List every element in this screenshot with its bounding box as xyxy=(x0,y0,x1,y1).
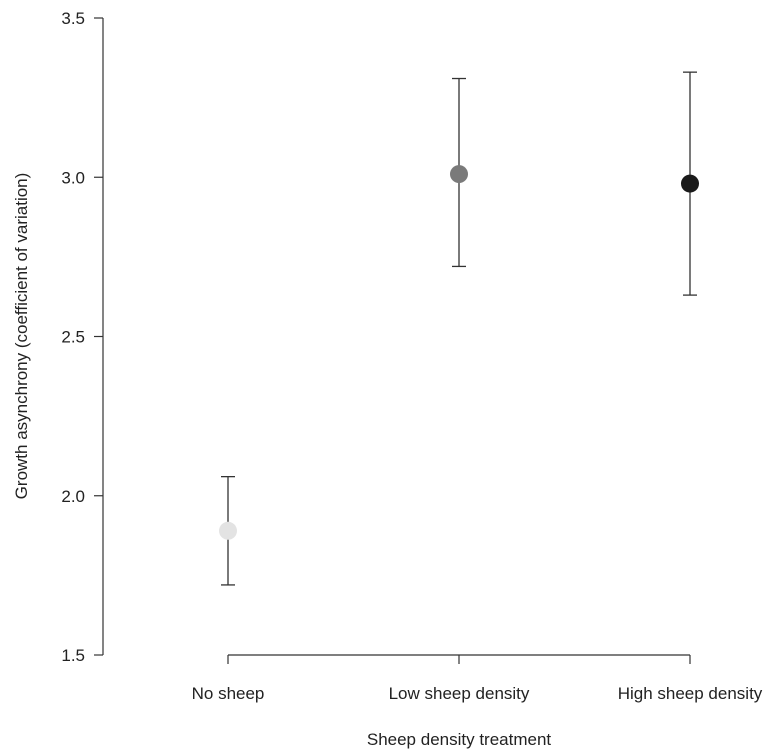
x-axis: No sheep Low sheep density High sheep dens… xyxy=(192,654,763,703)
y-tick-label: 2.0 xyxy=(61,487,85,506)
data-point xyxy=(681,174,699,193)
y-tick-label: 1.5 xyxy=(61,646,85,665)
y-tick-label: 3.5 xyxy=(61,9,85,28)
x-axis-title: Sheep density treatment xyxy=(367,730,552,749)
x-tick-label: No sheep xyxy=(192,684,265,703)
y-tick-label: 3.0 xyxy=(61,168,85,187)
y-axis-title: Growth asynchrony (coefficient of variat… xyxy=(12,173,31,500)
y-tick-label: 2.5 xyxy=(61,328,85,347)
y-axis: 1.5 2.0 2.5 3.0 3.5 xyxy=(61,9,104,665)
data-point-group xyxy=(681,71,699,296)
data-point xyxy=(450,165,468,184)
x-tick-label: Low sheep density xyxy=(389,684,530,703)
x-tick-label: High sheep density xyxy=(618,684,763,703)
data-point-group xyxy=(219,475,237,586)
data-point xyxy=(219,521,237,540)
data-points xyxy=(219,71,699,586)
data-point-group xyxy=(450,77,468,268)
